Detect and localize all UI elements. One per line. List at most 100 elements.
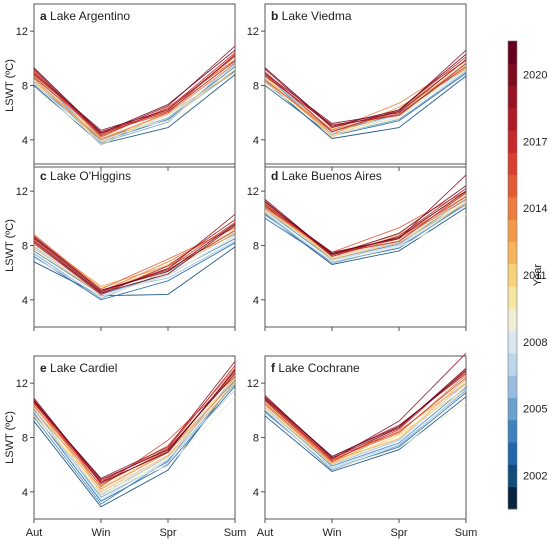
colorbar-title: Year	[532, 264, 544, 287]
series-line-2020	[264, 185, 467, 256]
y-tick-label: 8	[22, 241, 28, 253]
lake-name: Lake Cochrane	[275, 361, 360, 375]
series-line-2017	[264, 192, 467, 255]
panel-letter: d	[271, 169, 278, 183]
series-line-2007	[264, 201, 467, 261]
y-tick-label: 4	[253, 135, 259, 147]
panel-title: d Lake Buenos Aires	[271, 169, 382, 183]
series-line-2012	[33, 384, 236, 493]
panel-title: c Lake O'Higgins	[40, 169, 131, 183]
series-line-2010	[264, 64, 467, 133]
lake-name: Lake Argentino	[47, 9, 131, 23]
series-line-2013	[33, 372, 236, 486]
panel-letter: a	[40, 9, 47, 23]
colorbar-segment	[508, 107, 517, 131]
series-line-2020	[264, 59, 467, 124]
y-tick-label: 4	[22, 487, 28, 499]
series-line-2018	[33, 60, 236, 133]
colorbar-segment	[508, 486, 517, 510]
colorbar-segment	[508, 263, 517, 287]
lake-name: Lake Cardiel	[47, 361, 118, 375]
series-line-2019	[33, 213, 236, 293]
y-tick-label: 4	[22, 135, 28, 147]
colorbar-segment	[508, 174, 517, 198]
colorbar-segment	[508, 375, 517, 398]
series-line-2012	[264, 378, 467, 462]
series-line-2015	[264, 59, 467, 133]
colorbar-segment	[508, 130, 517, 153]
lake-name: Lake O'Higgins	[47, 169, 131, 183]
y-tick-label: 8	[22, 81, 28, 93]
series-line-2021	[264, 53, 467, 127]
series-line-2002	[264, 75, 467, 139]
panel-a: 4 8 12 LSWT (ºC) a Lake Argentino	[4, 3, 236, 171]
x-tick-label: Aut	[257, 527, 274, 539]
series-line-2017	[33, 52, 236, 137]
series-line-2018	[264, 63, 467, 126]
lake-name: Lake Buenos Aires	[278, 169, 381, 183]
series-line-2016	[33, 53, 236, 134]
x-tick-label: Spr	[390, 527, 407, 539]
series-line-2009	[264, 401, 467, 470]
y-axis-label: LSWT (ºC)	[4, 59, 16, 112]
colorbar-segment	[508, 464, 517, 488]
series-line-2004	[264, 386, 467, 467]
panel-title: e Lake Cardiel	[40, 361, 117, 375]
colorbar-segment	[508, 85, 517, 109]
y-tick-label: 4	[22, 295, 28, 307]
series-line-2002	[264, 207, 467, 265]
series-line-2020	[33, 55, 236, 131]
series-line-2004	[264, 198, 467, 260]
colorbar-tick-label: 2002	[523, 471, 547, 483]
y-axis-label: LSWT (ºC)	[4, 411, 16, 464]
series-line-2021	[264, 370, 467, 458]
series-line-2003	[264, 72, 467, 137]
x-tick-label: Spr	[159, 527, 176, 539]
x-tick-label: Sum	[455, 527, 478, 539]
series-line-2014	[33, 380, 236, 490]
y-axis-label: LSWT (ºC)	[4, 219, 16, 272]
series-line-2018	[264, 188, 467, 257]
panel-letter: b	[271, 9, 278, 23]
y-tick-label: 8	[253, 241, 259, 253]
colorbar-segment	[508, 241, 517, 265]
series-line-2021	[33, 373, 236, 481]
y-tick-label: 12	[247, 26, 259, 38]
x-tick-label: Win	[92, 527, 111, 539]
colorbar-frame	[507, 40, 518, 510]
colorbar-tick-label: 2014	[523, 203, 547, 215]
series-line-2006	[33, 378, 236, 496]
panel-f: 4 8 12 Aut Win Spr Sum f Lake Cochrane	[247, 352, 478, 539]
series-line-2019	[33, 361, 236, 479]
y-tick-label: 4	[253, 487, 259, 499]
y-tick-label: 12	[247, 378, 259, 390]
colorbar-tick-label: 2011	[523, 270, 547, 282]
colorbar-tick-label: 2017	[523, 136, 547, 148]
series-line-2011	[33, 377, 236, 489]
series-line-2003	[33, 385, 236, 502]
y-tick-label: 8	[253, 433, 259, 445]
series-line-2014	[33, 226, 236, 293]
colorbar-segment	[508, 286, 517, 309]
series-line-2005	[264, 71, 467, 135]
series-line-2009	[33, 237, 236, 298]
colorbar-segment	[508, 63, 517, 86]
series-line-2005	[33, 62, 236, 144]
y-tick-label: 4	[253, 295, 259, 307]
panel-title: f Lake Cochrane	[271, 361, 360, 375]
x-tick-label: Sum	[224, 527, 247, 539]
panel-e: 4 8 12 Aut Win Spr Sum LSWT (ºC) e Lake Cardiel	[4, 355, 247, 539]
series-line-2020	[33, 369, 236, 483]
colorbar-segment	[508, 41, 517, 64]
series-line-2010	[33, 231, 236, 291]
colorbar-segment	[508, 308, 517, 332]
series-line-2020	[264, 367, 467, 459]
colorbar-segment	[508, 353, 517, 376]
series-line-2019	[264, 352, 467, 460]
panel-title: b Lake Viedma	[271, 9, 352, 23]
series-line-2002	[264, 396, 467, 473]
colorbar: 2002 2005 2008 2011 2014 2017 2020 Year	[507, 40, 547, 510]
series-line-2003	[33, 242, 236, 301]
series-line-2021	[33, 223, 236, 291]
